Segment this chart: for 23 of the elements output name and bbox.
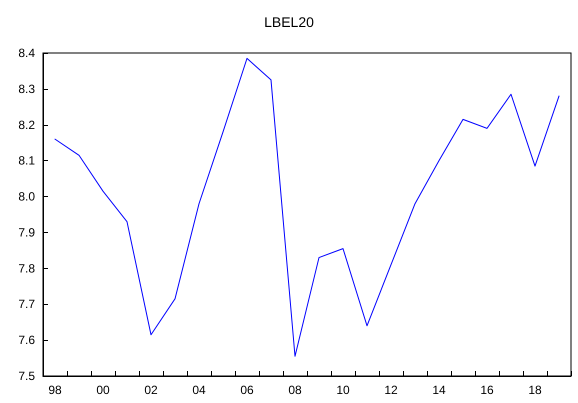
y-tick-label: 7.8 — [18, 261, 36, 276]
x-tick-label: 14 — [432, 383, 446, 397]
chart-title: LBEL20 — [264, 14, 314, 30]
y-tick-label: 8.1 — [18, 154, 36, 168]
y-tick-label: 8.2 — [18, 118, 36, 132]
y-tick-label: 8.4 — [18, 46, 36, 60]
line-series — [54, 58, 560, 357]
x-tick-label: 98 — [48, 383, 62, 397]
x-tick-label: 16 — [480, 383, 494, 397]
x-tick-label: 04 — [192, 383, 206, 397]
x-tick-label: 10 — [336, 383, 350, 397]
x-tick-label: 12 — [384, 383, 398, 397]
y-tick-label: 7.6 — [18, 333, 36, 348]
y-tick-label: 8.0 — [18, 190, 36, 204]
x-tick-label: 18 — [528, 383, 542, 397]
y-tick-label: 8.3 — [18, 82, 36, 96]
y-tick-label: 7.5 — [18, 369, 36, 383]
x-tick-label: 00 — [96, 383, 110, 397]
y-tick-label: 7.9 — [18, 225, 36, 240]
y-tick-label: 7.7 — [18, 297, 36, 312]
x-tick-label: 06 — [240, 383, 254, 397]
x-tick-label: 08 — [288, 383, 302, 397]
x-tick-label: 02 — [144, 383, 158, 397]
